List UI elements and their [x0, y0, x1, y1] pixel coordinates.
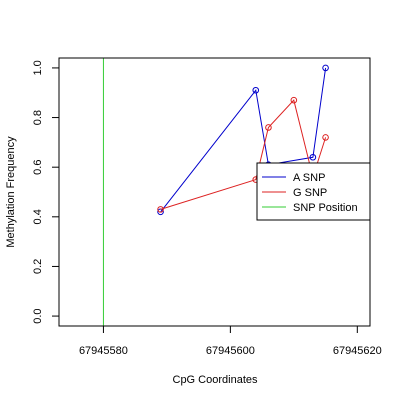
y-tick-label-5: 1.0 [32, 60, 44, 75]
data-point-1-5 [322, 134, 329, 141]
x-tick-label-2: 67945620 [333, 345, 382, 357]
data-point-1-0 [157, 206, 164, 213]
y-tick-label-4: 0.8 [32, 110, 44, 125]
y-tick-label-1: 0.2 [32, 259, 44, 274]
data-point-0-3 [309, 153, 317, 161]
y-tick-label-3: 0.6 [32, 160, 44, 175]
legend-label-2: SNP Position [293, 202, 358, 214]
axes-layer: 67945580 67945600 67945620 0.0 0.2 0.4 0.6 0.8 1… [32, 60, 382, 357]
y-tick-label-2: 0.4 [32, 209, 44, 224]
legend-label-0: A SNP [293, 172, 325, 184]
y-axis-title: Methylation Frequency [5, 136, 17, 248]
x-tick-label-0: 67945580 [79, 345, 128, 357]
x-axis-title: CpG Coordinates [173, 374, 258, 386]
x-tick-label-1: 67945600 [206, 345, 255, 357]
data-point-0-1 [252, 86, 260, 94]
data-point-1-3 [290, 96, 298, 104]
y-tick-label-0: 0.0 [32, 308, 44, 323]
legend: A SNP G SNP SNP Position [256, 162, 371, 221]
data-point-1-2 [265, 124, 272, 131]
legend-label-1: G SNP [293, 187, 327, 199]
data-point-0-4 [322, 64, 329, 72]
